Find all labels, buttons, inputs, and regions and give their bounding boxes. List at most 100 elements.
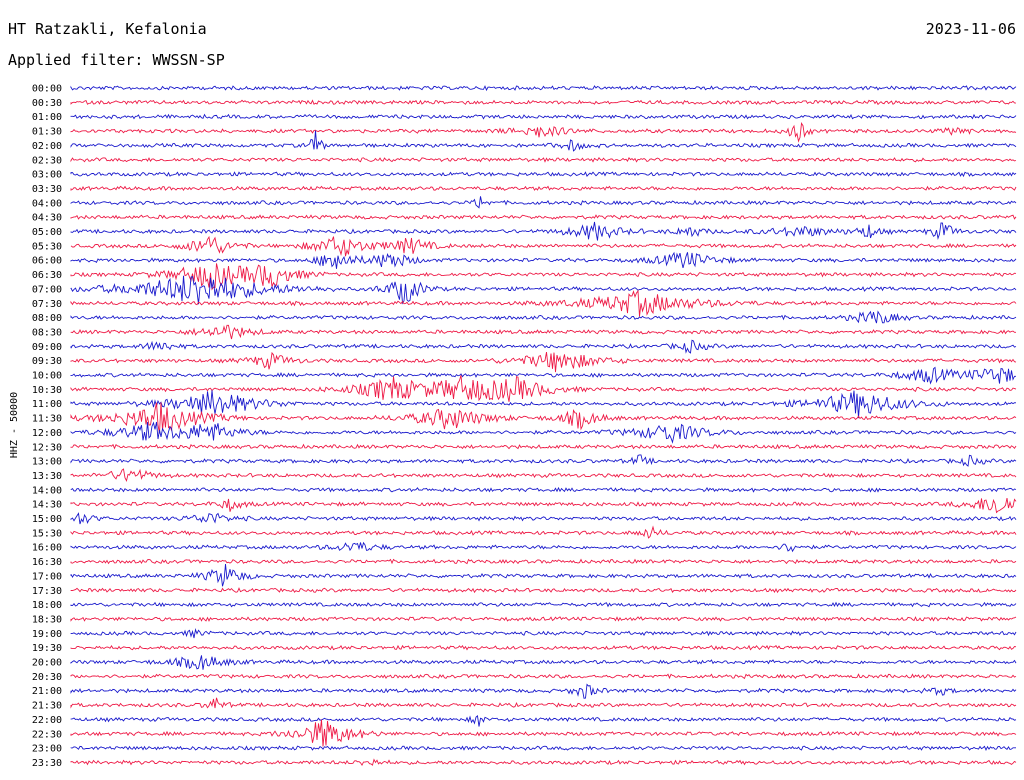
trace-row <box>70 655 1017 670</box>
time-tick-labels: 00:00 00:30 01:00 01:30 02:00 02:30 03:00 03:30… <box>32 84 62 769</box>
trace-row <box>70 644 1017 651</box>
trace-row <box>70 628 1017 639</box>
trace-row <box>70 715 1017 727</box>
time-tick-label: 01:00 <box>32 112 62 123</box>
time-tick-label: 01:30 <box>32 127 62 138</box>
trace-row <box>70 673 1017 680</box>
trace-row <box>70 558 1017 565</box>
trace-row <box>70 275 1017 305</box>
time-tick-label: 09:00 <box>32 342 62 353</box>
trace-row <box>70 390 1017 419</box>
trace-row <box>70 339 1017 354</box>
trace-row <box>70 235 1017 257</box>
time-tick-label: 23:30 <box>32 758 62 769</box>
time-tick-label: 17:00 <box>32 571 62 582</box>
time-tick-label: 05:00 <box>32 227 62 238</box>
trace-row <box>70 171 1017 178</box>
time-tick-label: 03:30 <box>32 184 62 195</box>
time-tick-label: 06:30 <box>32 270 62 281</box>
time-tick-label: 17:30 <box>32 586 62 597</box>
trace-row <box>70 498 1017 514</box>
time-tick-label: 07:30 <box>32 299 62 310</box>
time-tick-label: 06:00 <box>32 256 62 267</box>
time-tick-label: 08:30 <box>32 327 62 338</box>
time-tick-label: 19:00 <box>32 629 62 640</box>
trace-row <box>70 421 1017 444</box>
trace-row <box>70 121 1017 143</box>
trace-row <box>70 616 1017 622</box>
trace-row <box>70 745 1016 751</box>
time-tick-label: 10:00 <box>32 371 62 382</box>
record-date: 2023-11-06 <box>925 20 1016 38</box>
trace-row <box>70 310 1017 324</box>
trace-row <box>70 113 1017 120</box>
time-tick-label: 22:00 <box>32 715 62 726</box>
trace-row <box>70 214 1017 220</box>
time-tick-label: 22:30 <box>32 729 62 740</box>
time-tick-label: 15:00 <box>32 514 62 525</box>
time-tick-label: 19:30 <box>32 643 62 654</box>
time-tick-label: 21:30 <box>32 701 62 712</box>
time-tick-label: 07:00 <box>32 284 62 295</box>
time-tick-label: 12:00 <box>32 428 62 439</box>
time-tick-label: 16:30 <box>32 557 62 568</box>
trace-row <box>70 221 1017 241</box>
time-tick-label: 14:30 <box>32 500 62 511</box>
trace-row <box>70 185 1017 192</box>
trace-row <box>70 525 1017 539</box>
time-tick-label: 02:30 <box>32 155 62 166</box>
trace-row <box>70 541 1017 553</box>
trace-row <box>70 683 1017 699</box>
time-tick-label: 02:00 <box>32 141 62 152</box>
time-tick-label: 05:30 <box>32 241 62 252</box>
time-tick-label: 14:00 <box>32 485 62 496</box>
time-tick-label: 13:30 <box>32 471 62 482</box>
trace-row <box>70 468 1017 482</box>
trace-row <box>70 758 1017 767</box>
trace-row <box>70 251 1017 269</box>
trace-row <box>70 289 1017 317</box>
filter-label: Applied filter: WWSSN-SP <box>8 51 225 69</box>
time-tick-label: 09:30 <box>32 356 62 367</box>
time-tick-label: 18:00 <box>32 600 62 611</box>
trace-row <box>70 85 1017 92</box>
time-tick-label: 15:30 <box>32 528 62 539</box>
time-tick-label: 12:30 <box>32 442 62 453</box>
trace-row <box>70 263 1017 291</box>
trace-row <box>70 366 1016 385</box>
time-tick-label: 03:00 <box>32 170 62 181</box>
time-tick-label: 21:00 <box>32 686 62 697</box>
trace-row <box>70 697 1017 709</box>
time-tick-label: 04:30 <box>32 213 62 224</box>
time-tick-label: 00:30 <box>32 98 62 109</box>
trace-row <box>70 454 1017 467</box>
trace-row <box>70 563 1017 587</box>
trace-row <box>70 486 1017 493</box>
trace-row <box>70 196 1017 209</box>
time-tick-label: 04:00 <box>32 198 62 209</box>
trace-row <box>70 99 1017 106</box>
time-tick-label: 10:30 <box>32 385 62 396</box>
trace-row <box>70 351 1017 373</box>
trace-row <box>70 375 1017 402</box>
trace-row <box>70 719 1017 747</box>
trace-row <box>70 156 1017 163</box>
time-tick-label: 13:00 <box>32 457 62 468</box>
seismic-traces <box>70 85 1017 767</box>
time-tick-label: 20:30 <box>32 672 62 683</box>
time-tick-label: 08:00 <box>32 313 62 324</box>
time-tick-label: 00:00 <box>32 84 62 95</box>
time-tick-label: 11:00 <box>32 399 62 410</box>
trace-row <box>70 512 1017 525</box>
time-tick-label: 23:00 <box>32 744 62 755</box>
time-tick-label: 16:00 <box>32 543 62 554</box>
time-tick-label: 20:00 <box>32 658 62 669</box>
station-title: HT Ratzakli, Kefalonia <box>8 20 207 38</box>
y-axis-label: HHZ - 50000 <box>9 392 20 458</box>
trace-row <box>70 324 1016 340</box>
trace-row <box>70 130 1017 152</box>
trace-row <box>70 601 1017 608</box>
trace-row <box>70 587 1017 594</box>
trace-row <box>70 443 1017 450</box>
